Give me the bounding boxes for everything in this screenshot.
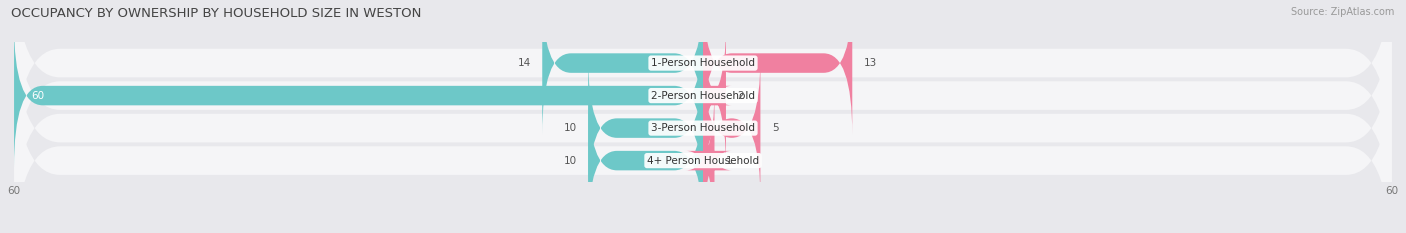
FancyBboxPatch shape [14, 24, 703, 167]
FancyBboxPatch shape [686, 89, 731, 232]
Text: 2: 2 [738, 91, 744, 101]
FancyBboxPatch shape [588, 57, 703, 200]
FancyBboxPatch shape [697, 24, 731, 167]
Text: 13: 13 [863, 58, 877, 68]
FancyBboxPatch shape [14, 12, 1392, 233]
FancyBboxPatch shape [703, 0, 852, 135]
Text: OCCUPANCY BY OWNERSHIP BY HOUSEHOLD SIZE IN WESTON: OCCUPANCY BY OWNERSHIP BY HOUSEHOLD SIZE… [11, 7, 422, 20]
FancyBboxPatch shape [14, 45, 1392, 233]
Text: 2-Person Household: 2-Person Household [651, 91, 755, 101]
Text: 3-Person Household: 3-Person Household [651, 123, 755, 133]
Text: 10: 10 [564, 123, 576, 133]
Text: 1-Person Household: 1-Person Household [651, 58, 755, 68]
Text: 4+ Person Household: 4+ Person Household [647, 156, 759, 166]
FancyBboxPatch shape [588, 89, 703, 232]
FancyBboxPatch shape [14, 0, 1392, 179]
Text: 5: 5 [772, 123, 779, 133]
Text: 14: 14 [517, 58, 531, 68]
Text: 1: 1 [725, 156, 733, 166]
Text: 60: 60 [31, 91, 45, 101]
Text: Source: ZipAtlas.com: Source: ZipAtlas.com [1291, 7, 1395, 17]
FancyBboxPatch shape [543, 0, 703, 135]
FancyBboxPatch shape [14, 0, 1392, 211]
FancyBboxPatch shape [703, 57, 761, 200]
Text: 10: 10 [564, 156, 576, 166]
